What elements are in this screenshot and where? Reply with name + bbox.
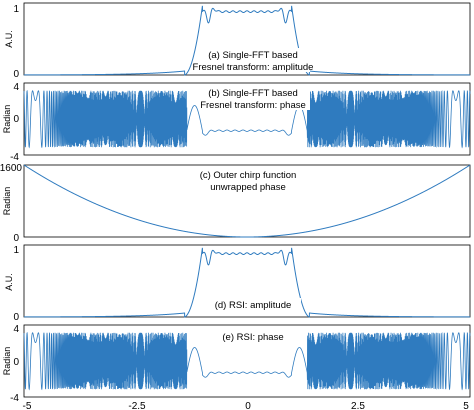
panel-e: 4 0 -4 Radian (e) RSI: phase -5 -2.5 0 2… (2, 324, 471, 410)
panel-e-ylabel: Radian (2, 347, 12, 376)
panel-c: 1600 0 Radian (c) Outer chirp function u… (0, 163, 471, 244)
panel-a-frame (23, 2, 471, 76)
xtick-label-4: 2.5 (351, 401, 365, 410)
panel-b: 4 0 -4 Radian (b) Single-FFT based Fresn… (2, 82, 471, 163)
panel-a-line (24, 5, 470, 76)
panel-a-ytick-bottom: 0 (13, 69, 19, 80)
panel-a-annotation-2: Fresnel transform: amplitude (193, 62, 314, 73)
panel-d-ytick-top: 1 (13, 245, 19, 256)
panel-c-ytick-bottom: 0 (13, 233, 19, 244)
xtick-label-5: 5 (463, 401, 469, 410)
panel-a-annotation-1: (a) Single-FFT based (208, 50, 298, 61)
panel-c-ytick-top: 1600 (0, 163, 22, 174)
panel-b-ytick-bottom: -4 (10, 152, 19, 163)
panel-c-line (23, 164, 471, 238)
panel-b-annotation-1: (b) Single-FFT based (208, 88, 298, 99)
panel-d: 1 0 A.U. (d) RSI: amplitude (4, 244, 471, 323)
panel-c-annotation-2: unwrapped phase (210, 182, 286, 193)
panel-b-line (23, 89, 471, 149)
panel-d-annotation-1: (d) RSI: amplitude (215, 300, 292, 311)
panel-e-ytick-top: 4 (13, 324, 19, 335)
panel-e-frame (23, 324, 471, 398)
xtick-label-1: -5 (23, 401, 32, 410)
panel-e-line (23, 331, 471, 391)
panel-d-frame (23, 244, 471, 318)
panel-d-ytick-bottom: 0 (13, 312, 19, 323)
panel-c-ylabel: Radian (2, 187, 12, 216)
panel-e-annotation-1: (e) RSI: phase (222, 332, 283, 343)
xtick-label-3: 0 (245, 401, 251, 410)
panel-a-ytick-top: 1 (13, 4, 19, 15)
xtick-label-2: -2.5 (128, 401, 146, 410)
panel-a: 1 0 A.U. (a) Single-FFT based Fresnel tr… (4, 2, 471, 80)
panel-d-ylabel: A.U. (4, 273, 14, 291)
panel-e-ytick-bottom: -4 (10, 393, 19, 404)
panel-a-ylabel: A.U. (4, 30, 14, 48)
panel-d-line (24, 247, 470, 318)
panel-c-annotation-1: (c) Outer chirp function (200, 170, 297, 181)
panel-b-annotation-2: Fresnel transform: phase (200, 100, 306, 111)
panel-b-frame (23, 82, 471, 156)
panel-b-ylabel: Radian (2, 105, 12, 134)
panel-b-ytick-top: 4 (13, 82, 19, 93)
panel-e-ytick-mid: 0 (13, 357, 19, 368)
panel-b-ytick-mid: 0 (13, 114, 19, 125)
